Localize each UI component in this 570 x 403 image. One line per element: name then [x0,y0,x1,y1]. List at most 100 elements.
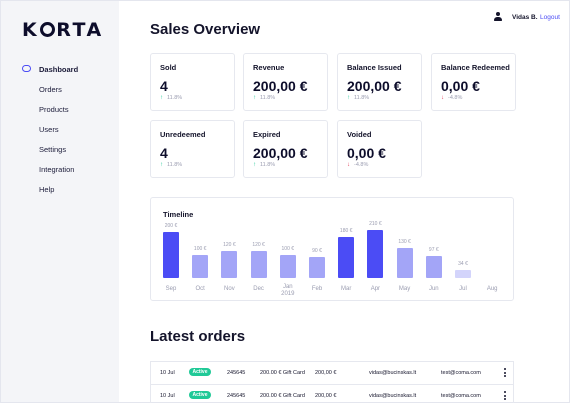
chart-bar-sep [163,232,179,278]
stat-value: 200,00 € [253,78,308,94]
chart-value-label: 180 € [339,227,353,234]
sidebar-item-users[interactable]: Users [1,119,119,139]
arrow-up-icon: ↑ [253,95,256,101]
month-label-aug: Aug [486,286,498,292]
month-label-dec: Dec [253,286,264,292]
chart-value-label: 200 € [164,223,178,230]
order-product: 200.00 € Gift Card [260,393,305,399]
chart-value-label: 100 € [193,246,207,253]
arrow-up-icon: ↑ [160,95,163,101]
month-label-may: May [398,286,411,292]
sidebar-item-products[interactable]: Products [1,99,119,119]
more-vertical-icon[interactable] [503,368,507,377]
stat-label: Expired [253,130,281,139]
dashboard-icon [22,65,31,72]
chart-bar-nov [221,250,238,278]
stat-change: ↑ 11.8% [253,162,275,168]
chart-value-label: 34 € [458,261,468,268]
sidebar-item-help[interactable]: Help [1,179,119,199]
stat-value: 4 [160,78,168,94]
month-label-jun: Jun [428,286,439,292]
more-dot [504,371,506,374]
arrow-down-icon: ↓ [441,95,444,101]
logout-link[interactable]: Logout [540,14,560,21]
chart-bar-feb [309,257,325,278]
chart-bar-dec [250,250,267,278]
stat-card-balance-issued: Balance Issued 200,00 € ↑ 11.8% [337,53,422,111]
stat-change: ↓ -4.8% [347,162,368,168]
month-label-mar: Mar [341,286,352,292]
order-recipient: test@coma.com [441,370,481,376]
stat-card-voided: Voided 0,00 € ↓ -4.8% [337,120,422,178]
order-buyer: vidas@bucinskas.lt [369,393,417,399]
stat-value: 0,00 € [347,145,386,161]
stat-label: Balance Redeemed [441,63,510,72]
user-icon[interactable] [493,12,503,23]
sidebar-item-label: Users [39,124,59,134]
month-label-jan-2019: Jan 2019 [281,284,295,297]
sidebar-item-settings[interactable]: Settings [1,139,119,159]
sidebar-item-label: Dashboard [39,64,79,74]
month-label-oct: Oct [195,286,205,292]
stat-value: 4 [160,145,168,161]
stat-label: Unredeemed [160,130,206,139]
sidebar-item-integration[interactable]: Integration [1,159,119,179]
more-dot [504,391,506,393]
month-label-sep: Sep [165,286,177,292]
arrow-up-icon: ↑ [160,162,163,168]
chart-value-label: 120 € [252,241,265,248]
stat-value: 200,00 € [253,145,308,161]
chart-value-label: 130 € [398,239,411,246]
month-label-feb: Feb [311,286,323,292]
order-code: 245645 [227,370,246,376]
table-row[interactable]: 10 Jul 245645 200.00 € Gift Card 200,00 € vi… [151,362,513,383]
order-product: 200.00 € Gift Card [260,370,305,376]
stat-value: 0,00 € [441,78,480,94]
chart-bar-jun [425,255,442,278]
sidebar-item-label: Products [39,104,69,114]
stat-change-value: 11.8% [167,95,183,101]
stat-label: Revenue [253,63,285,72]
order-buyer: vidas@bucinskas.lt [369,370,417,376]
stat-change: ↓ -4.8% [441,95,462,101]
brand-logo[interactable]: K RTA [22,19,104,41]
chart-bar-apr [367,230,384,278]
status-badge: Active [189,391,211,399]
sidebar-item-label: Integration [39,164,75,174]
order-amount: 200,00 € [315,393,337,399]
user-icon-head [496,12,500,16]
stat-label: Voided [347,130,372,139]
order-date: 10 Jul [160,370,175,376]
month-label-nov: Nov [224,286,235,292]
stat-change-value: 11.8% [354,95,370,101]
stat-change: ↑ 11.8% [347,95,369,101]
sidebar-item-label: Help [39,184,55,194]
order-amount: 200,00 € [315,370,337,376]
more-dot [504,398,506,400]
more-vertical-icon[interactable] [503,391,507,400]
timeline-chart: Sep 200 € Oct 100 € Nov 120 € Dec 120 € Jan 2019… [151,198,515,302]
table-row[interactable]: 10 Jul 245645 200.00 € Gift Card 200,00 € vi… [151,384,513,403]
page-title: Sales Overview [150,21,261,38]
sidebar-item-label: Settings [39,144,67,154]
timeline-card: Timeline Sep 200 € Oct 100 € Nov 120 € Dec 120 … [150,197,514,301]
brand-logo-ring [40,22,56,37]
more-dot [504,368,506,370]
stat-value: 200,00 € [347,78,402,94]
order-date: 10 Jul [160,393,175,399]
chart-bar-may [396,248,413,278]
order-recipient: test@coma.com [441,393,481,399]
stat-card-sold: Sold 4 ↑ 11.8% [150,53,235,111]
sidebar-item-orders[interactable]: Orders [1,79,119,99]
stat-change-value: 11.8% [260,95,276,101]
stat-card-revenue: Revenue 200,00 € ↑ 11.8% [243,53,328,111]
chart-value-label: 90 € [312,248,322,255]
arrow-up-icon: ↑ [253,162,256,168]
more-dot [504,375,506,377]
arrow-up-icon: ↑ [347,95,350,101]
user-name: Vidas B. [512,14,538,21]
chart-bar-jul [455,270,471,278]
chart-value-label: 120 € [223,241,236,248]
sidebar-item-dashboard[interactable]: Dashboard [1,59,119,79]
sidebar: K RTA Dashboard Orders Products Users Setting… [1,1,119,402]
